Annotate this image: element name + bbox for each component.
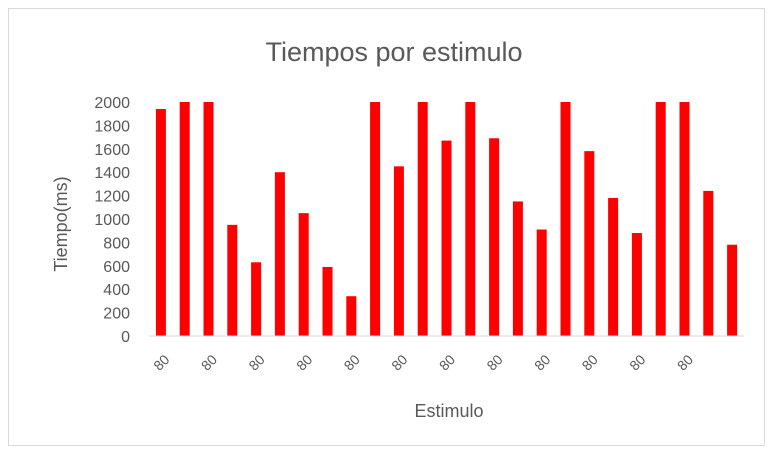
x-axis-ticks: 80 80 80 80 80 80 80 80 80 80 80 80 xyxy=(150,351,696,373)
x-tick-label: 80 xyxy=(388,351,410,373)
y-tick-label: 800 xyxy=(103,235,130,252)
bar xyxy=(417,102,428,336)
bar xyxy=(631,233,642,336)
bar xyxy=(465,102,476,336)
bar xyxy=(584,151,595,336)
bar xyxy=(274,172,285,336)
x-tick-label: 80 xyxy=(626,351,648,373)
x-axis-title: Estimulo xyxy=(414,401,483,421)
y-tick-label: 1200 xyxy=(94,189,130,206)
y-tick-label: 1000 xyxy=(94,212,130,229)
chart-title: Tiempos por estimulo xyxy=(265,37,522,67)
bar xyxy=(179,102,190,336)
bar-chart: Tiempos por estimulo Tiempo(ms) Estimulo… xyxy=(51,37,744,421)
bar xyxy=(203,102,214,336)
bar xyxy=(251,262,262,336)
y-tick-label: 200 xyxy=(103,306,130,323)
bar xyxy=(655,102,666,336)
y-axis-ticks: 0 200 400 600 800 1000 1200 1400 1600 1800 2000 xyxy=(94,95,130,346)
bar xyxy=(536,229,547,336)
chart-frame: Tiempos por estimulo Tiempo(ms) Estimulo… xyxy=(8,8,765,446)
bar xyxy=(512,201,523,336)
bar xyxy=(489,138,500,336)
x-tick-label: 80 xyxy=(293,351,315,373)
y-tick-label: 2000 xyxy=(94,95,130,112)
bar xyxy=(703,190,714,336)
bar xyxy=(727,244,738,336)
x-tick-label: 80 xyxy=(674,351,696,373)
y-tick-label: 400 xyxy=(103,282,130,299)
x-tick-label: 80 xyxy=(436,351,458,373)
bar xyxy=(322,266,333,336)
x-tick-label: 80 xyxy=(150,351,172,373)
bar xyxy=(679,102,690,336)
bar xyxy=(370,102,381,336)
bar xyxy=(227,224,238,336)
y-tick-label: 600 xyxy=(103,259,130,276)
y-axis-title: Tiempo(ms) xyxy=(51,176,71,271)
y-tick-label: 1800 xyxy=(94,118,130,135)
y-tick-label: 1600 xyxy=(94,142,130,159)
bar xyxy=(560,102,571,336)
bar xyxy=(346,296,357,336)
y-tick-label: 1400 xyxy=(94,165,130,182)
bar xyxy=(608,197,619,336)
y-tick-label: 0 xyxy=(121,329,130,346)
bar xyxy=(155,109,166,337)
x-tick-label: 80 xyxy=(341,351,363,373)
bar xyxy=(441,140,452,336)
bars xyxy=(155,102,738,337)
x-tick-label: 80 xyxy=(198,351,220,373)
x-tick-label: 80 xyxy=(483,351,505,373)
bar xyxy=(393,166,404,336)
x-tick-label: 80 xyxy=(245,351,267,373)
x-tick-label: 80 xyxy=(531,351,553,373)
x-tick-label: 80 xyxy=(579,351,601,373)
bar xyxy=(298,213,309,336)
